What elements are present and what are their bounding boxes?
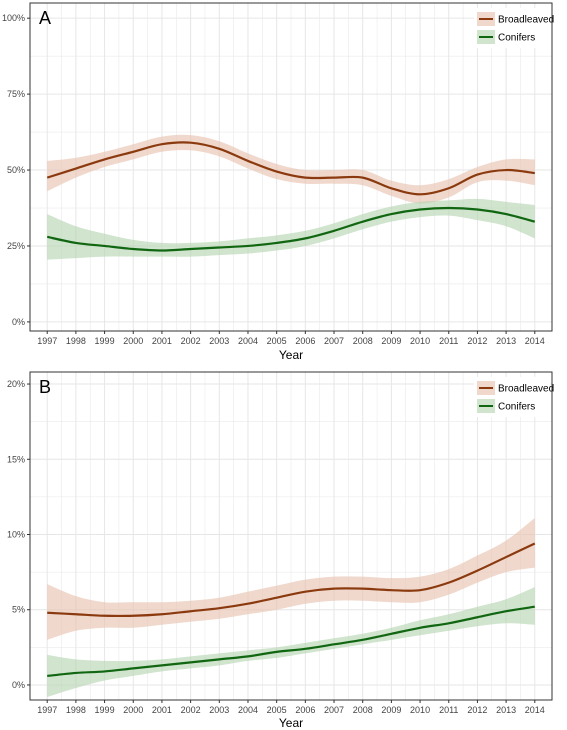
legend-entry-conifers: Conifers — [498, 402, 535, 413]
x-tick-label: 2008 — [353, 336, 373, 346]
x-tick-label: 2005 — [267, 705, 287, 715]
x-tick-label: 2007 — [324, 336, 344, 346]
conifers-confidence-band — [47, 198, 535, 260]
panel-label: B — [39, 377, 51, 397]
broadleaved-confidence-band — [47, 134, 535, 204]
x-tick-label: 2007 — [324, 705, 344, 715]
x-tick-label: 2009 — [381, 336, 401, 346]
broadleaved-confidence-band — [47, 517, 535, 640]
x-tick-label: 2003 — [209, 705, 229, 715]
conifers-line — [46, 206, 536, 252]
legend: Broadleaved Conifers — [474, 8, 554, 48]
x-tick-label: 2010 — [410, 705, 430, 715]
y-tick-label: 100% — [2, 13, 25, 23]
x-tick-label: 1998 — [66, 336, 86, 346]
y-tick-label: 5% — [12, 605, 25, 615]
panel-border — [29, 2, 553, 332]
panel-a: 0% 25% 50% 75% 100% 1997 1998 1999 2000 2001 2002 2… — [2, 2, 554, 362]
x-tick-label: 1999 — [95, 336, 115, 346]
conifers-confidence-band — [47, 587, 535, 697]
x-tick-label: 2006 — [295, 336, 315, 346]
broadleaved-line — [46, 141, 535, 196]
x-tick-label: 2001 — [152, 336, 172, 346]
broadleaved-line — [47, 542, 536, 618]
x-tick-label: 2012 — [467, 336, 487, 346]
legend-entry-conifers: Conifers — [498, 33, 535, 44]
x-tick-label: 2006 — [295, 705, 315, 715]
x-tick-label: 2008 — [353, 705, 373, 715]
panel-border — [29, 371, 553, 701]
panel-label: A — [39, 8, 51, 28]
x-tick-label: 2010 — [410, 336, 430, 346]
conifers-line — [47, 605, 535, 678]
x-tick-label: 2011 — [439, 705, 458, 715]
x-tick-label: 1999 — [95, 705, 115, 715]
x-tick-label: 2002 — [181, 705, 201, 715]
y-tick-label: 50% — [7, 165, 25, 175]
x-axis-title: Year — [279, 716, 303, 730]
x-tick-label: 2003 — [209, 336, 229, 346]
y-tick-label: 15% — [7, 454, 25, 464]
legend: Broadleaved Conifers — [474, 377, 554, 417]
x-tick-label: 1997 — [37, 705, 57, 715]
legend-entry-broadleaved: Broadleaved — [498, 384, 554, 395]
x-tick-label: 2012 — [467, 705, 487, 715]
x-axis-title: Year — [279, 348, 303, 362]
x-tick-label: 2000 — [123, 705, 143, 715]
x-tick-label: 2002 — [181, 336, 201, 346]
y-tick-label: 25% — [7, 241, 25, 251]
x-tick-label: 2000 — [123, 336, 143, 346]
x-tick-label: 2013 — [496, 705, 516, 715]
x-tick-label: 1997 — [37, 336, 57, 346]
x-tick-label: 2001 — [152, 705, 172, 715]
x-tick-label: 2014 — [525, 336, 545, 346]
x-tick-label: 2013 — [496, 336, 516, 346]
y-tick-label: 20% — [7, 379, 25, 389]
y-tick-label: 0% — [12, 317, 25, 327]
y-tick-label: 0% — [12, 680, 25, 690]
x-tick-label: 2005 — [267, 336, 287, 346]
x-tick-label: 2004 — [238, 336, 258, 346]
legend-entry-broadleaved: Broadleaved — [498, 15, 554, 26]
y-tick-label: 10% — [7, 529, 25, 539]
x-tick-label: 2014 — [525, 705, 545, 715]
x-tick-label: 2004 — [238, 705, 258, 715]
y-tick-label: 75% — [7, 89, 25, 99]
x-tick-label: 2011 — [439, 336, 458, 346]
x-tick-label: 2009 — [381, 705, 401, 715]
panel-b: 0% 5% 10% 15% 20% 1997 1998 1999 2000 2001 2002 200… — [7, 371, 554, 730]
x-tick-label: 1998 — [66, 705, 86, 715]
